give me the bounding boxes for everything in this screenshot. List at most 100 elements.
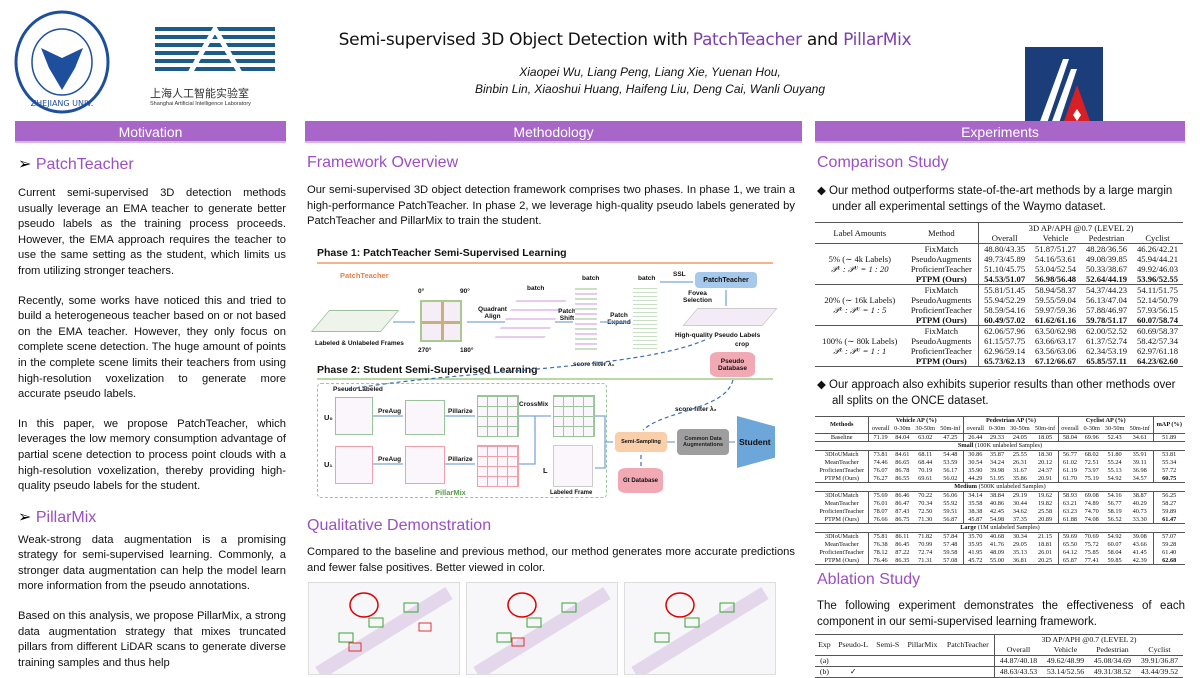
table-cell: 54.48 (943, 451, 958, 459)
table-cell: 68.02 (1084, 451, 1099, 459)
table-cell: 42.39 (1132, 556, 1147, 564)
table-cell: 75.72 (1084, 540, 1099, 548)
th-method: Method (927, 228, 955, 238)
semi-sampling-box: Semi-Sampling (615, 432, 667, 452)
u1-pillar-grid (477, 445, 519, 487)
th-pedestrian: Pedestrian AP (%) (963, 416, 1059, 425)
table-cell: 40.68 (989, 533, 1005, 541)
quadrant-grid (420, 300, 462, 342)
section-pillarmix: ➢ PillarMix (18, 508, 97, 526)
th-col: Cyclist (1145, 233, 1170, 243)
label-amount-cell: 5% (∼ 4k Labels) 𝒫ᴸ : 𝒫ᵁ = 1 : 20 (815, 244, 905, 285)
common-aug-box: Common Data Augmentations (677, 429, 729, 455)
table-cell: 51.10/45.75 (978, 264, 1031, 274)
table-cell: 18.30 (1037, 451, 1053, 459)
table-cell: 69.96 (1084, 433, 1099, 441)
table-cell: 54.16 (1107, 492, 1122, 500)
table-cell: 75.69 (868, 491, 892, 500)
table-cell: 60.07/58.74 (1136, 315, 1179, 325)
authors-line-1: Xiaopei Wu, Liang Peng, Liang Xie, Yuena… (519, 65, 781, 79)
comparison-bullet-1: ◆ Our method outperforms state-of-the-ar… (817, 185, 1173, 213)
phase1-divider (317, 262, 773, 264)
table-row: MeanTeacher 76.01 86.47 70.34 55.92 35.58 40.8… (815, 499, 1185, 508)
authors: Xiaopei Wu, Liang Peng, Liang Xie, Yuena… (340, 64, 960, 98)
table-cell: 53.59 (943, 458, 958, 466)
batch-label-1: batch (527, 285, 545, 292)
table-cell: 21.15 (1037, 533, 1053, 541)
table-row: ProficientTeacher 58.59/54.16 59.97/59.36 5… (815, 305, 1183, 315)
table-cell: 75.85 (1084, 548, 1099, 556)
th-pillarmix: PillarMix (907, 640, 938, 649)
frames-label: Labeled & Unlabeled Frames (315, 340, 404, 347)
mixed-grid (553, 395, 595, 437)
table-cell (903, 667, 942, 678)
th-sub: overall (1057, 424, 1082, 434)
table-cell: 73.81 (868, 450, 892, 459)
table-cell: 35.87 (989, 451, 1005, 459)
label-ratio: 𝒫ᴸ : 𝒫ᵁ = 1 : 5 (833, 305, 887, 315)
table-cell: 56.02 (943, 474, 958, 482)
table-cell: 70.19 (918, 466, 933, 474)
table-cell: 61.62/61.16 (1035, 315, 1077, 325)
table-cell: 25.55 (1012, 451, 1027, 459)
table-cell: 55.92 (943, 499, 958, 507)
table-cell: 49.08/39.85 (1086, 254, 1128, 264)
table-cell: 35.58 (963, 499, 987, 508)
pillarmix-region (317, 383, 607, 498)
table-cell: 53.04/52.54 (1035, 264, 1077, 274)
u0-pillar-grid (477, 395, 519, 437)
table-cell: 54.92 (1107, 533, 1122, 541)
table-cell: 59.78/51.17 (1086, 315, 1128, 325)
table-cell (942, 667, 995, 678)
th-col: Overall (978, 233, 1031, 244)
split-header: Small (100K unlabeled Samples) (815, 442, 1185, 451)
table-cell: 65.85/57.11 (1086, 356, 1127, 366)
ssl-label: SSL (673, 271, 686, 278)
table-cell: 70.22 (918, 492, 933, 500)
poster-title: Semi-supervised 3D Object Detection with… (0, 30, 1200, 50)
table-cell: 34.14 (963, 491, 987, 500)
framework-overview-title: Framework Overview (307, 154, 459, 171)
pillarmix-label: PillarMix (435, 488, 466, 497)
table-cell: 87.22 (895, 548, 910, 556)
section-patchteacher: ➢ PatchTeacher (18, 156, 134, 173)
th-sub: 50m-inf (1129, 424, 1150, 432)
table-row: ProficientTeacher 76.07 86.78 70.19 56.17 35.… (815, 466, 1185, 475)
split-name: Medium (954, 483, 977, 491)
table-cell: 36.98 (1132, 466, 1147, 474)
table-cell: FixMatch (924, 244, 959, 254)
table-cell: 18.05 (1037, 433, 1053, 441)
quadrant-align-label: Quadrant Align (478, 306, 507, 320)
table-cell: 65.87 (1057, 556, 1082, 565)
table-cell: 49.73/45.89 (978, 254, 1031, 264)
table-cell: 35.95 (963, 540, 987, 549)
title-patchteacher: PatchTeacher (692, 30, 802, 50)
table-row: (b) ✓ 48.63/43.53 53.14/52.56 49.31/38.52 43.… (815, 666, 1183, 678)
th-sub: 30-50m (1010, 424, 1030, 432)
score-filter-2: score filter λ₂ (675, 406, 717, 413)
table-cell: 77.41 (1084, 556, 1099, 564)
split-header: Medium (500K unlabeled Samples) (815, 483, 1185, 492)
table-row: (a) 44.87/40.18 49.62/48.99 45.08/34.69 39.9… (815, 655, 1183, 667)
angle-270: 270° (418, 347, 432, 354)
table-cell: 34.24 (989, 458, 1005, 466)
table-cell: 84.04 (895, 433, 910, 441)
table-row: ProficientTeacher 78.12 87.22 72.74 59.58 41.… (815, 548, 1185, 557)
table-cell: 58.27 (1152, 499, 1185, 508)
th-pseudo-l: Pseudo-L (838, 640, 869, 649)
table-row: 5% (∼ 4k Labels) 𝒫ᴸ : 𝒫ᵁ = 1 : 20 FixMatch… (815, 243, 1183, 274)
preaug-label-1: PreAug (378, 408, 402, 415)
crossmix-label: CrossMix (519, 401, 549, 408)
table-row: 100% (∼ 80k Labels) 𝒫ᴸ : 𝒫ᵁ = 1 : 1 FixMat… (815, 325, 1183, 356)
label-amount-cell: 20% (∼ 16k Labels) 𝒫ᴸ : 𝒫ᵁ = 1 : 5 (815, 285, 905, 326)
table-cell: 56.06 (943, 492, 958, 500)
table-cell: PTPM (Ours) (824, 474, 859, 482)
table-cell: 59.97/59.36 (1035, 305, 1077, 315)
qualitative-title: Qualitative Demonstration (307, 517, 492, 534)
table-cell: 56.17 (943, 466, 958, 474)
table-cell: 34.62 (1012, 507, 1027, 515)
label-amount: 20% (∼ 16k Labels) (824, 295, 896, 305)
table-cell: 3DIoUMatch (824, 533, 859, 541)
table-cell: 19.62 (1037, 492, 1053, 500)
table-cell: PTPM (Ours) (915, 315, 967, 325)
